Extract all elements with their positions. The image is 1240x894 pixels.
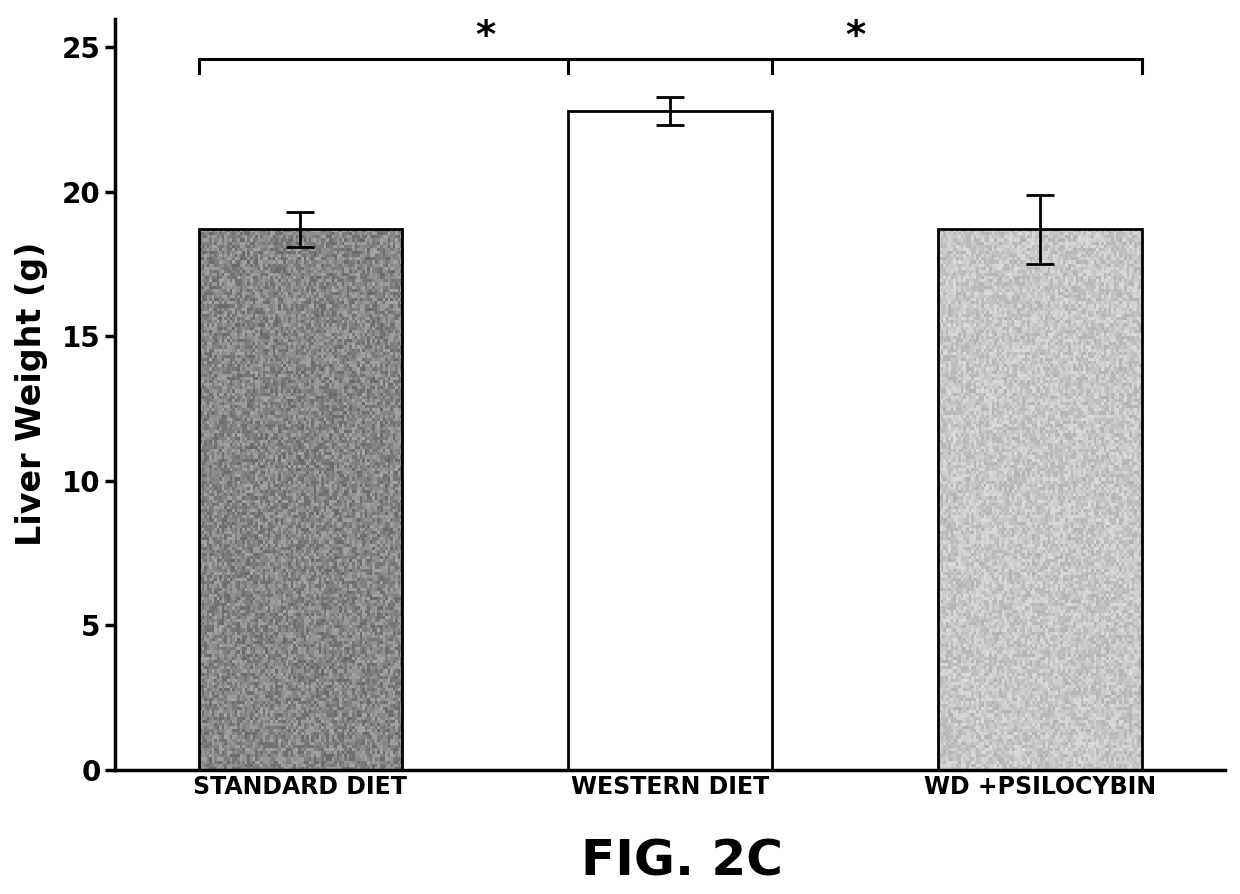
Text: *: * [475, 18, 495, 56]
Bar [198, 230, 402, 770]
Bar [939, 230, 1142, 770]
Y-axis label: Liver Weight (g): Liver Weight (g) [15, 242, 48, 546]
Text: *: * [844, 18, 866, 56]
Text: FIG. 2C: FIG. 2C [582, 837, 782, 885]
Bar [568, 111, 771, 770]
